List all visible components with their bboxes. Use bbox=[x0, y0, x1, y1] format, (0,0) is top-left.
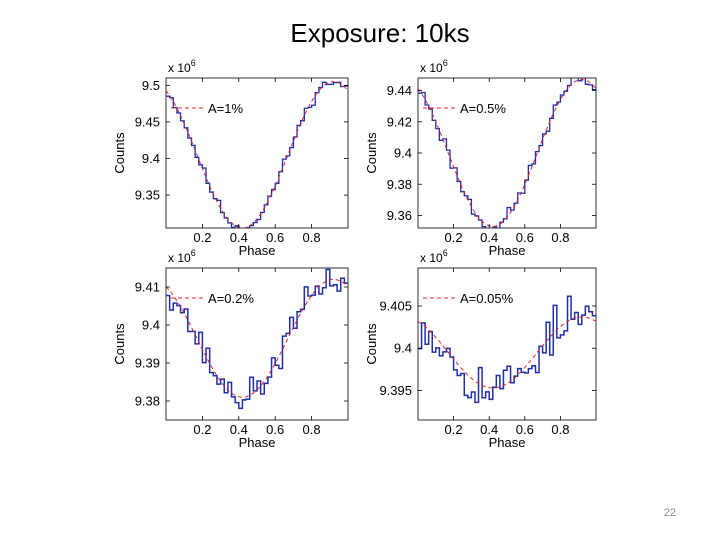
legend-label: A=0.05% bbox=[460, 291, 514, 306]
x-tick-label: 0.4 bbox=[230, 422, 248, 437]
axis-scale-factor: x 106 bbox=[168, 58, 196, 75]
y-tick-label: 9.4 bbox=[142, 318, 160, 333]
chart-panel-top-right: 0.2 0.4 0.6 0.89.369.389.49.429.44x 106Phas… bbox=[364, 58, 597, 258]
axes-frame bbox=[417, 77, 597, 229]
y-tick-label: 9.4 bbox=[394, 146, 412, 161]
x-tick-label: 0.2 bbox=[445, 422, 463, 437]
axes-frame bbox=[165, 77, 349, 229]
x-tick-label: 0.6 bbox=[516, 422, 534, 437]
x-tick-label: 0.6 bbox=[516, 230, 534, 245]
y-axis-label: Counts bbox=[364, 132, 379, 174]
x-tick-label: 0.4 bbox=[480, 422, 498, 437]
model-series-dashed bbox=[166, 278, 348, 398]
x-tick-label: 0.4 bbox=[230, 230, 248, 245]
x-tick-label: 0.4 bbox=[480, 230, 498, 245]
model-series-dashed bbox=[418, 79, 596, 227]
x-tick-label: 0.2 bbox=[193, 422, 211, 437]
x-tick-label: 0.8 bbox=[303, 230, 321, 245]
axis-scale-factor: x 106 bbox=[420, 248, 448, 265]
x-axis-label: Phase bbox=[239, 435, 276, 450]
y-tick-label: 9.35 bbox=[135, 188, 160, 203]
y-tick-label: 9.44 bbox=[387, 83, 412, 98]
axis-scale-exponent: 6 bbox=[443, 248, 448, 258]
y-tick-label: 9.39 bbox=[135, 356, 160, 371]
y-tick-label: 9.41 bbox=[135, 280, 160, 295]
y-axis-label: Counts bbox=[112, 323, 127, 365]
model-series-dashed bbox=[418, 316, 596, 389]
y-tick-label: 9.45 bbox=[135, 114, 160, 129]
data-series-stairs bbox=[418, 295, 596, 404]
x-tick-label: 0.6 bbox=[266, 422, 284, 437]
axis-scale-base: x 10 bbox=[420, 61, 443, 75]
axis-scale-exponent: 6 bbox=[191, 248, 196, 258]
axis-scale-exponent: 6 bbox=[191, 58, 196, 68]
y-tick-label: 9.38 bbox=[387, 177, 412, 192]
x-tick-label: 0.6 bbox=[266, 230, 284, 245]
axis-scale-base: x 10 bbox=[420, 251, 443, 265]
x-axis-label: Phase bbox=[489, 435, 526, 450]
y-tick-label: 9.4 bbox=[394, 341, 412, 356]
slide-title: Exposure: 10ks bbox=[290, 18, 470, 48]
axis-scale-base: x 10 bbox=[168, 61, 191, 75]
chart-panel-bottom-left: 0.2 0.4 0.6 0.8 9.38 9.39 9.4 9.41 x 106 Phase Cou… bbox=[112, 248, 349, 450]
chart-panel-bottom-right: 0.2 0.4 0.6 0.8 9.395 9.4 9.405 x 106 Phase Count… bbox=[364, 248, 597, 450]
y-axis-label: Counts bbox=[364, 323, 379, 365]
chart-panel-top-left: 0.2 0.4 0.6 0.89.359.49.459.5x 106PhaseCoun… bbox=[112, 58, 349, 258]
y-tick-label: 9.36 bbox=[387, 208, 412, 223]
y-tick-label: 9.5 bbox=[142, 78, 160, 93]
x-tick-label: 0.2 bbox=[445, 230, 463, 245]
model-series-dashed bbox=[166, 81, 348, 228]
axis-scale-factor: x 106 bbox=[420, 58, 448, 75]
legend-label: A=1% bbox=[208, 101, 243, 116]
axis-scale-base: x 10 bbox=[168, 251, 191, 265]
data-series-stairs bbox=[166, 268, 348, 410]
y-tick-label: 9.42 bbox=[387, 114, 412, 129]
axes-frame bbox=[165, 267, 349, 421]
y-tick-label: 9.4 bbox=[142, 151, 160, 166]
y-tick-label: 9.405 bbox=[379, 299, 412, 314]
y-tick-label: 9.38 bbox=[135, 394, 160, 409]
legend-label: A=0.2% bbox=[208, 291, 254, 306]
axis-scale-factor: x 106 bbox=[168, 248, 196, 265]
axis-scale-exponent: 6 bbox=[443, 58, 448, 68]
y-tick-label: 9.395 bbox=[379, 383, 412, 398]
x-tick-label: 0.2 bbox=[193, 230, 211, 245]
data-series-stairs bbox=[418, 78, 596, 228]
x-tick-label: 0.8 bbox=[551, 422, 569, 437]
x-axis-label: Phase bbox=[239, 243, 276, 258]
x-tick-label: 0.8 bbox=[551, 230, 569, 245]
x-axis-label: Phase bbox=[489, 243, 526, 258]
axes-frame bbox=[417, 267, 597, 421]
x-tick-label: 0.8 bbox=[303, 422, 321, 437]
data-series-stairs bbox=[166, 81, 348, 228]
slide-number: 22 bbox=[663, 507, 676, 519]
y-axis-label: Counts bbox=[112, 132, 127, 174]
legend-label: A=0.5% bbox=[460, 101, 506, 116]
